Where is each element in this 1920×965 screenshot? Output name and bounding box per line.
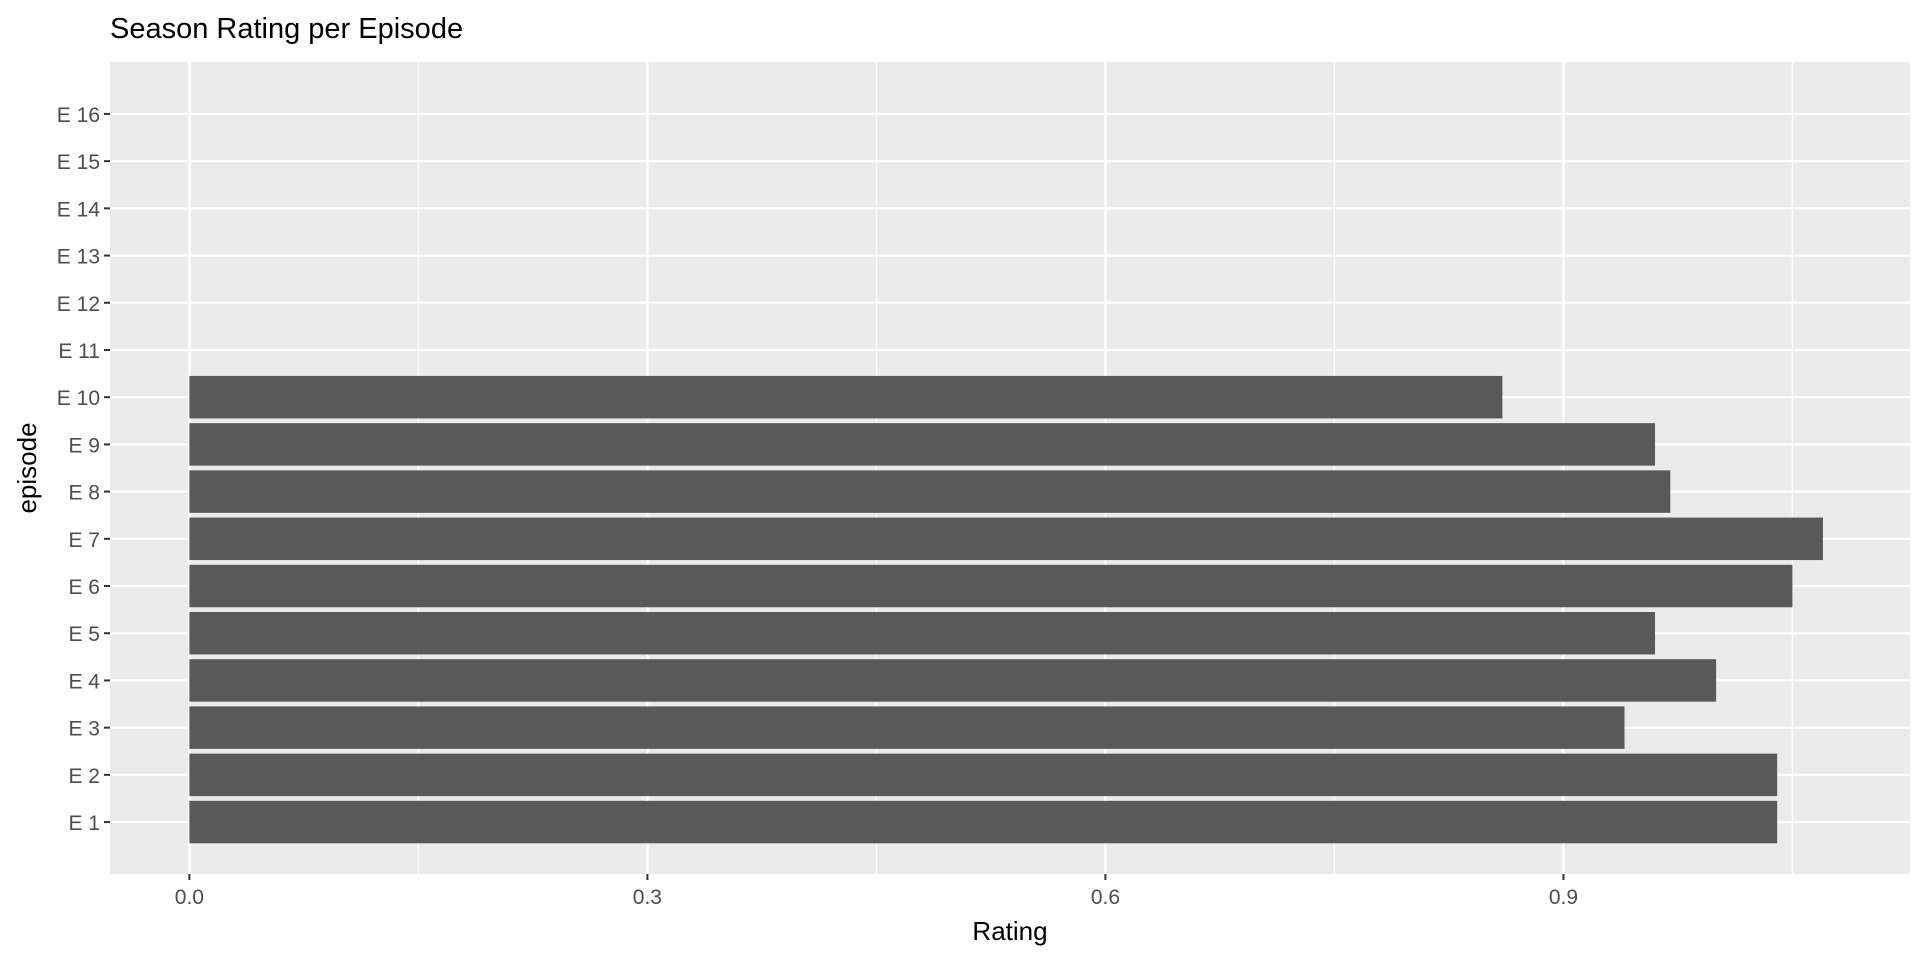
y-tick-label: E 6 bbox=[68, 576, 100, 599]
y-tick-label: E 14 bbox=[57, 198, 101, 221]
y-tick-label: E 15 bbox=[57, 151, 100, 174]
x-tick-label: 0.0 bbox=[175, 886, 204, 909]
x-tick-label: 0.6 bbox=[1091, 886, 1120, 909]
bar bbox=[189, 423, 1656, 466]
y-tick-label: E 2 bbox=[68, 765, 100, 788]
y-tick-label: E 7 bbox=[68, 529, 100, 552]
bar bbox=[189, 375, 1503, 419]
bar bbox=[189, 659, 1717, 702]
y-tick-label: E 1 bbox=[68, 812, 100, 835]
x-axis: 0.0 0.3 0.6 0.9 bbox=[175, 874, 1578, 909]
y-tick-label: E 10 bbox=[57, 387, 100, 410]
plot-panel bbox=[110, 62, 1910, 874]
y-axis: E 1 E 2 E 3 E 4 E 5 E 6 E 7 E 8 E 9 E 10 E 11 E 12 E… bbox=[57, 104, 110, 835]
y-tick-label: E 8 bbox=[68, 482, 100, 505]
bar bbox=[189, 564, 1793, 608]
y-tick-label: E 11 bbox=[58, 340, 100, 363]
chart-title: Season Rating per Episode bbox=[110, 13, 463, 45]
y-tick-label: E 16 bbox=[57, 104, 100, 127]
bar bbox=[189, 470, 1671, 513]
x-tick-label: 0.3 bbox=[633, 886, 662, 909]
y-tick-label: E 4 bbox=[68, 670, 100, 693]
x-tick-label: 0.9 bbox=[1549, 886, 1578, 909]
y-tick-label: E 12 bbox=[57, 293, 100, 316]
bar bbox=[189, 517, 1823, 561]
y-tick-label: E 9 bbox=[68, 434, 100, 457]
bar bbox=[189, 611, 1656, 655]
x-axis-title: Rating bbox=[972, 916, 1047, 946]
bars-group bbox=[189, 375, 1823, 844]
y-axis-title: episode bbox=[12, 422, 42, 513]
y-tick-label: E 13 bbox=[57, 246, 100, 269]
bar bbox=[189, 706, 1625, 749]
bar bbox=[189, 800, 1778, 844]
y-tick-label: E 5 bbox=[68, 623, 100, 646]
bar bbox=[189, 753, 1778, 797]
y-tick-label: E 3 bbox=[68, 718, 100, 741]
